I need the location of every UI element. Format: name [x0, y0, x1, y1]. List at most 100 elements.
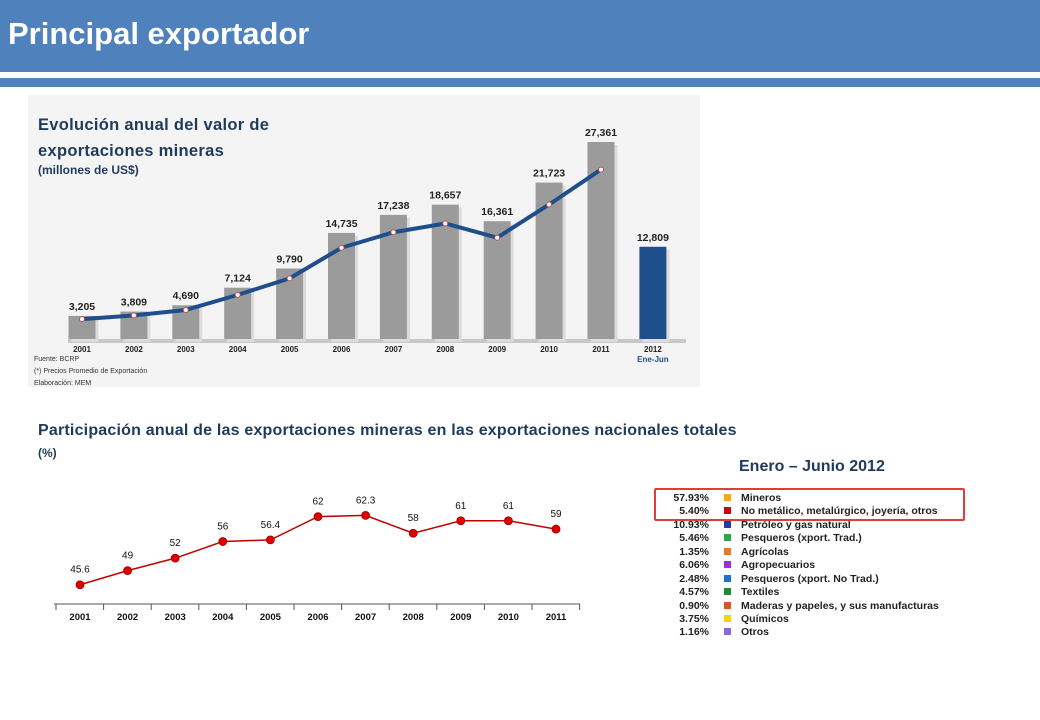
legend-swatch [724, 588, 731, 596]
x-tick-label: 2007 [385, 345, 403, 354]
legend-item: 5.40% No metálico, metalúrgico, joyería, … [655, 505, 965, 517]
legend-label: Agropecuarios [741, 559, 816, 572]
x-tick-label: 2001 [69, 612, 91, 623]
x-tick-label: 2002 [117, 612, 138, 623]
trend-point [182, 306, 189, 313]
x-tick-label: 2010 [540, 345, 558, 354]
x-tick-label: 2008 [403, 612, 424, 623]
share-point [170, 553, 180, 563]
legend-swatch [724, 628, 731, 636]
trend-point [546, 201, 553, 208]
x-tick-label: 2009 [450, 612, 471, 623]
bar-value-label: 3,205 [69, 301, 95, 313]
legend-label: Otros [741, 626, 770, 639]
trend-point [390, 229, 397, 236]
x-tick-label: 2005 [281, 345, 299, 354]
x-tick-label: 2011 [592, 345, 610, 354]
point-value-label: 56.4 [261, 520, 281, 531]
bar-value-label: 12,809 [637, 232, 669, 244]
legend-swatch [724, 601, 731, 609]
trend-point [234, 291, 241, 298]
share-point [313, 512, 323, 522]
legend-percent: 57.93% [673, 492, 709, 504]
x-tick-label: 2005 [260, 612, 282, 623]
legend-label: Agrícolas [741, 545, 789, 558]
x-tick-label: 2004 [212, 612, 234, 623]
trend-point [442, 220, 449, 227]
page-title: Principal exportador [8, 16, 310, 51]
legend-label: Petróleo y gas natural [741, 518, 851, 531]
trend-point [79, 316, 85, 323]
share-line [79, 514, 557, 586]
point-value-label: 56 [217, 522, 229, 533]
legend-item: 4.57% Textiles [655, 586, 965, 598]
legend-swatch [724, 561, 731, 569]
legend-percent: 10.93% [673, 518, 709, 531]
trend-point [286, 275, 293, 282]
legend-percent: 0.90% [679, 599, 709, 612]
x-tick-label: 2012 [644, 345, 662, 354]
x-tick-label: 2011 [546, 612, 567, 623]
bar-chart-subtitle: (millones de US$) [38, 163, 139, 177]
header-bar: Principal exportador [0, 0, 1040, 72]
legend-item: 6.06% Agropecuarios [655, 559, 965, 571]
export-value-bar-chart: 3,205 2001 3,809 2002 4,690 2003 7,124 2004 9,79… [68, 127, 686, 364]
share-point [75, 580, 85, 590]
point-value-label: 61 [455, 501, 467, 512]
x-tick-sublabel: Ene-Jun [637, 355, 669, 364]
point-value-label: 62.3 [356, 495, 376, 506]
share-line-chart: 45.6 2001 49 2002 52 2003 56 2004 56.4 2005 62 2006… [54, 495, 581, 623]
bar-value-label: 9,790 [276, 254, 302, 266]
bar-chart-note-source: Fuente: BCRP [34, 356, 80, 363]
trend-point [338, 244, 345, 251]
legend-percent: 6.06% [679, 559, 709, 572]
legend-item: 1.35% Agrícolas [655, 546, 965, 558]
legend-highlight-box [654, 488, 965, 521]
legend-swatch [724, 494, 731, 501]
x-tick-label: 2002 [125, 345, 143, 354]
bar-value-label: 7,124 [225, 273, 251, 285]
point-value-label: 58 [408, 513, 420, 524]
legend-label: Químicos [741, 612, 789, 625]
line-chart-subtitle: (%) [38, 446, 57, 460]
bar-value-label: 18,657 [429, 190, 461, 202]
legend-item: 5.46% Pesqueros (xport. Trad.) [655, 532, 965, 544]
bar-value-label: 16,361 [481, 206, 513, 218]
share-point [551, 524, 561, 534]
legend-item: 2.48% Pesqueros (xport. No Trad.) [655, 573, 965, 585]
bar-chart-note-elaboration: Elaboración: MEM [34, 380, 92, 387]
bar-chart-title: Evolución anual del valor de exportacion… [38, 116, 270, 160]
legend-item: 1.16% Otros [655, 626, 965, 638]
legend-percent: 4.57% [679, 586, 709, 599]
legend-label: Mineros [741, 492, 782, 504]
legend-label: No metálico, metalúrgico, joyería, otros [741, 505, 938, 518]
share-point [123, 566, 132, 576]
legend-item: 3.75% Químicos [655, 613, 965, 625]
legend-percent: 3.75% [679, 612, 709, 625]
point-value-label: 45.6 [70, 565, 90, 576]
line-chart-title: Participación anual de las exportaciones… [38, 422, 737, 439]
bar-value-label: 14,735 [325, 218, 357, 230]
legend-label: Pesqueros (xport. Trad.) [741, 532, 862, 545]
legend-swatch [724, 520, 731, 528]
point-value-label: 59 [550, 509, 562, 520]
bar-value-label: 17,238 [377, 200, 409, 212]
share-point [408, 528, 418, 538]
x-tick-label: 2004 [229, 345, 247, 354]
x-tick-label: 2006 [333, 345, 351, 354]
pie-legend-title: Enero – Junio 2012 [739, 458, 885, 475]
trend-point [598, 166, 604, 173]
point-value-label: 61 [503, 501, 515, 512]
x-tick-label: 2008 [436, 345, 454, 354]
bar [483, 221, 511, 339]
share-point [456, 516, 466, 526]
trend-point [130, 312, 137, 319]
x-tick-label: 2003 [177, 345, 195, 354]
point-value-label: 62 [312, 497, 324, 508]
legend-item: 0.90% Maderas y papeles, y sus manufactur… [655, 600, 965, 612]
legend-item: 10.93% Petróleo y gas natural [655, 519, 965, 531]
point-value-label: 49 [122, 551, 134, 562]
share-point [361, 510, 371, 520]
x-tick-label: 2010 [498, 612, 519, 623]
trend-point [494, 234, 501, 241]
